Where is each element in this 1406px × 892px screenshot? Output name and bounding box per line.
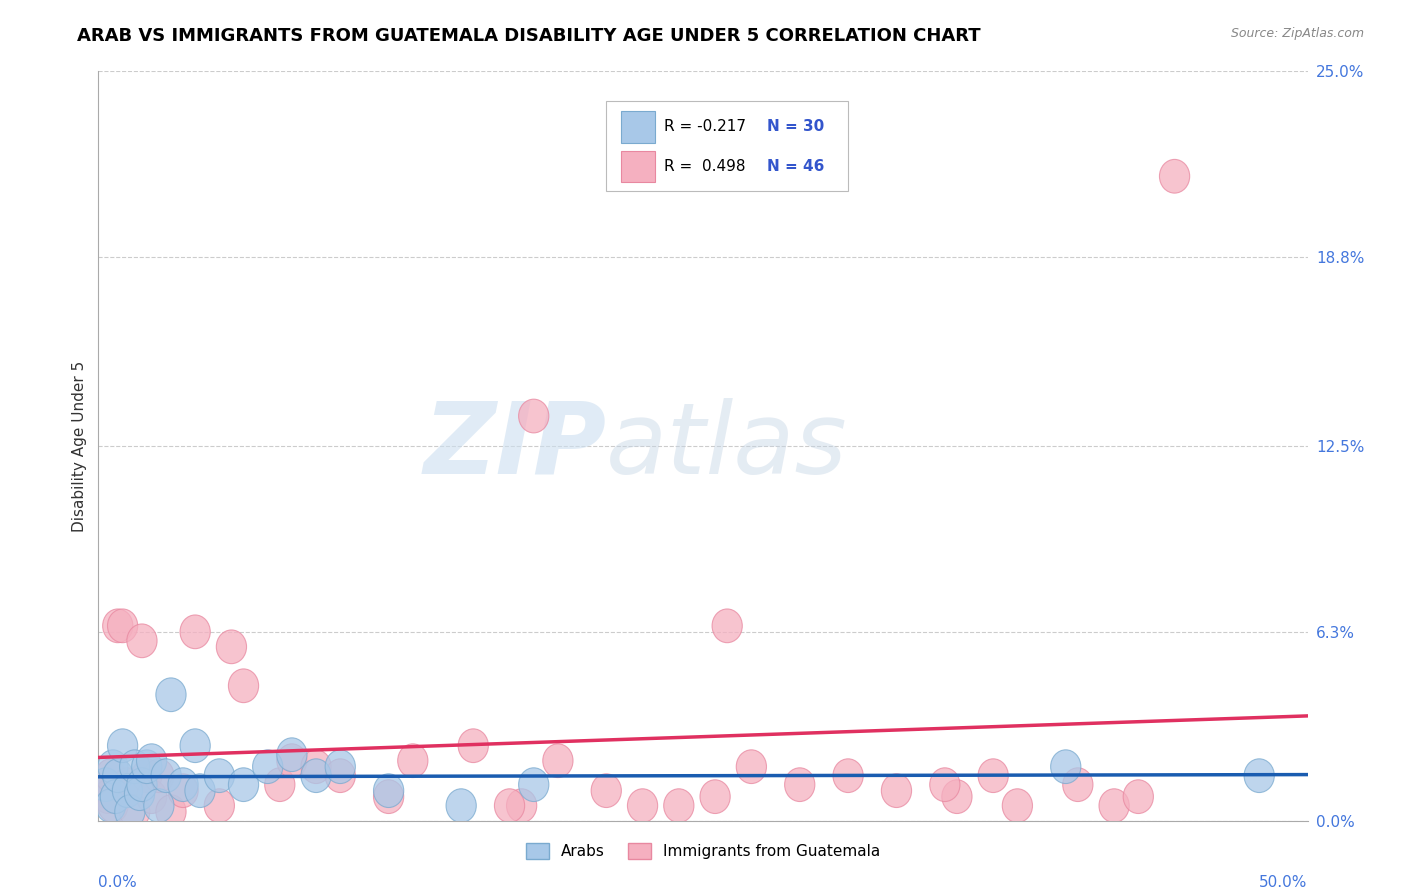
- Ellipse shape: [136, 744, 167, 778]
- Ellipse shape: [882, 774, 911, 807]
- Ellipse shape: [1063, 768, 1092, 802]
- Ellipse shape: [458, 729, 488, 763]
- Ellipse shape: [103, 609, 134, 642]
- Ellipse shape: [942, 780, 972, 814]
- Text: 0.0%: 0.0%: [98, 874, 138, 889]
- Ellipse shape: [495, 789, 524, 822]
- Ellipse shape: [374, 774, 404, 807]
- Ellipse shape: [93, 780, 124, 814]
- Ellipse shape: [96, 759, 125, 793]
- Ellipse shape: [277, 738, 307, 772]
- Ellipse shape: [228, 669, 259, 703]
- Ellipse shape: [785, 768, 815, 802]
- Ellipse shape: [664, 789, 695, 822]
- Ellipse shape: [711, 609, 742, 642]
- Ellipse shape: [519, 400, 548, 433]
- Ellipse shape: [1050, 750, 1081, 783]
- Ellipse shape: [156, 678, 186, 712]
- Ellipse shape: [204, 789, 235, 822]
- Ellipse shape: [127, 768, 157, 802]
- Text: ZIP: ZIP: [423, 398, 606, 494]
- Ellipse shape: [136, 780, 167, 814]
- Ellipse shape: [1244, 759, 1274, 793]
- Ellipse shape: [150, 759, 181, 793]
- Ellipse shape: [143, 789, 174, 822]
- Ellipse shape: [90, 768, 121, 802]
- Text: N = 30: N = 30: [768, 120, 824, 135]
- Ellipse shape: [301, 759, 332, 793]
- Ellipse shape: [217, 630, 246, 664]
- Ellipse shape: [277, 744, 307, 778]
- Ellipse shape: [228, 768, 259, 802]
- Ellipse shape: [591, 774, 621, 807]
- Text: atlas: atlas: [606, 398, 848, 494]
- Legend: Arabs, Immigrants from Guatemala: Arabs, Immigrants from Guatemala: [520, 838, 886, 865]
- Ellipse shape: [264, 768, 295, 802]
- Text: ARAB VS IMMIGRANTS FROM GUATEMALA DISABILITY AGE UNDER 5 CORRELATION CHART: ARAB VS IMMIGRANTS FROM GUATEMALA DISABI…: [77, 27, 981, 45]
- Ellipse shape: [929, 768, 960, 802]
- Ellipse shape: [132, 759, 162, 793]
- Ellipse shape: [1099, 789, 1129, 822]
- Ellipse shape: [100, 780, 131, 814]
- Ellipse shape: [120, 795, 150, 829]
- Ellipse shape: [167, 768, 198, 802]
- Ellipse shape: [737, 750, 766, 783]
- Ellipse shape: [180, 615, 211, 648]
- Ellipse shape: [124, 777, 155, 811]
- Ellipse shape: [301, 750, 332, 783]
- Text: R = -0.217: R = -0.217: [664, 120, 747, 135]
- Ellipse shape: [1123, 780, 1153, 814]
- Ellipse shape: [98, 750, 128, 783]
- Ellipse shape: [1160, 160, 1189, 193]
- Ellipse shape: [398, 744, 427, 778]
- Ellipse shape: [832, 759, 863, 793]
- Ellipse shape: [127, 624, 157, 657]
- Ellipse shape: [506, 789, 537, 822]
- Ellipse shape: [543, 744, 574, 778]
- Y-axis label: Disability Age Under 5: Disability Age Under 5: [72, 360, 87, 532]
- FancyBboxPatch shape: [621, 112, 655, 143]
- Ellipse shape: [98, 789, 128, 822]
- Ellipse shape: [253, 750, 283, 783]
- Text: 50.0%: 50.0%: [1260, 874, 1308, 889]
- Ellipse shape: [107, 729, 138, 763]
- Ellipse shape: [325, 750, 356, 783]
- FancyBboxPatch shape: [606, 102, 848, 191]
- Ellipse shape: [180, 729, 211, 763]
- Ellipse shape: [143, 759, 174, 793]
- Ellipse shape: [103, 759, 134, 793]
- Text: N = 46: N = 46: [768, 159, 824, 174]
- Ellipse shape: [325, 759, 356, 793]
- Ellipse shape: [204, 759, 235, 793]
- Ellipse shape: [112, 774, 142, 807]
- Ellipse shape: [184, 774, 215, 807]
- Ellipse shape: [89, 774, 118, 807]
- Ellipse shape: [519, 768, 548, 802]
- Text: R =  0.498: R = 0.498: [664, 159, 745, 174]
- Ellipse shape: [120, 750, 150, 783]
- Ellipse shape: [132, 750, 162, 783]
- Text: Source: ZipAtlas.com: Source: ZipAtlas.com: [1230, 27, 1364, 40]
- Ellipse shape: [446, 789, 477, 822]
- Ellipse shape: [115, 795, 145, 829]
- FancyBboxPatch shape: [621, 151, 655, 182]
- Ellipse shape: [374, 780, 404, 814]
- Ellipse shape: [627, 789, 658, 822]
- Ellipse shape: [700, 780, 730, 814]
- Ellipse shape: [1002, 789, 1032, 822]
- Ellipse shape: [979, 759, 1008, 793]
- Ellipse shape: [112, 768, 142, 802]
- Ellipse shape: [107, 609, 138, 642]
- Ellipse shape: [156, 795, 186, 829]
- Ellipse shape: [167, 774, 198, 807]
- Ellipse shape: [96, 789, 125, 822]
